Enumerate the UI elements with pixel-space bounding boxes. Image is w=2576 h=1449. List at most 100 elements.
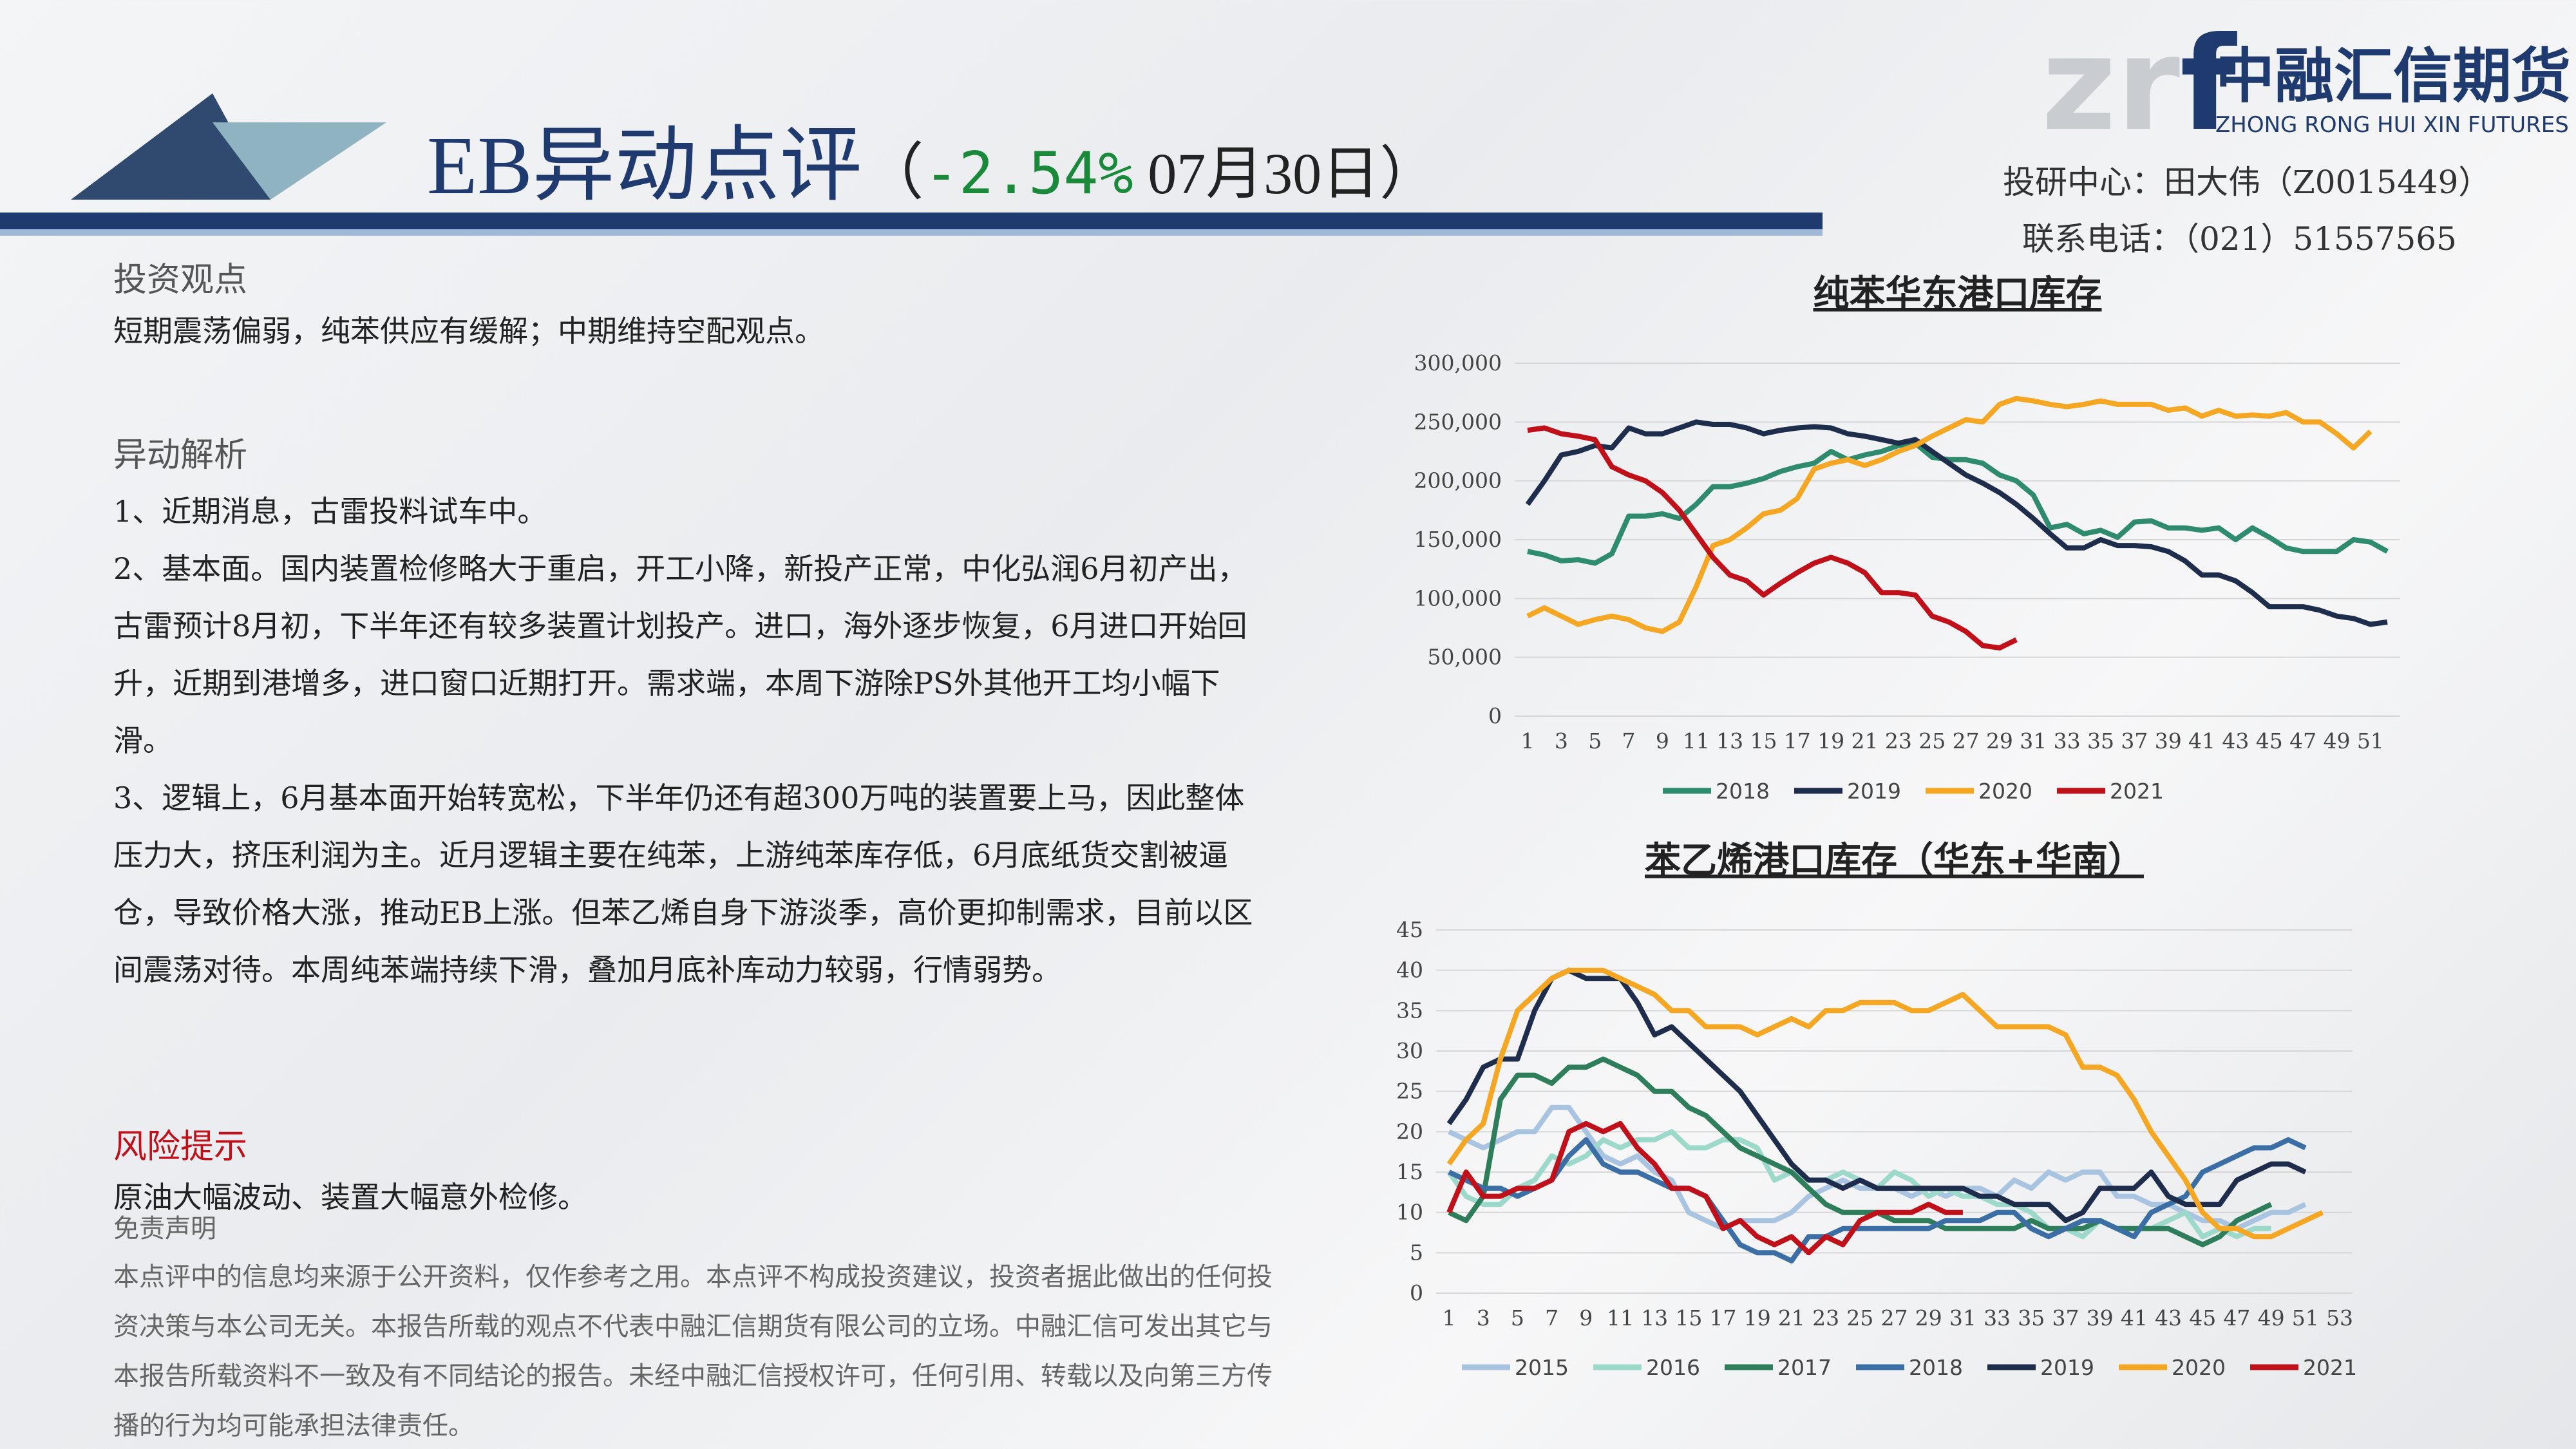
series-line <box>1446 967 2324 1240</box>
series-line <box>1526 395 2372 634</box>
title: EB异动点评（-2.54% 07月30日） <box>427 120 1437 211</box>
x-tick-label: 53 <box>2326 1305 2353 1331</box>
x-tick-label: 45 <box>2256 728 2283 753</box>
x-tick-label: 15 <box>1750 728 1777 753</box>
x-tick-label: 27 <box>1881 1305 1908 1331</box>
legend-label: 2019 <box>1847 779 1901 804</box>
legend-label: 2019 <box>2040 1355 2094 1380</box>
x-tick-label: 27 <box>1953 728 1980 753</box>
logo-en: ZHONG RONG HUI XIN FUTURES <box>2215 112 2569 138</box>
x-tick-label: 13 <box>1641 1305 1668 1331</box>
legend-label: 2016 <box>1646 1355 1700 1380</box>
view-heading: 投资观点 <box>113 261 248 299</box>
legend-label: 2018 <box>1909 1355 1963 1380</box>
x-tick-label: 43 <box>2155 1305 2182 1331</box>
x-tick-label: 9 <box>1656 728 1669 753</box>
x-tick-label: 41 <box>2188 728 2215 753</box>
x-tick-label: 21 <box>1852 728 1879 753</box>
y-tick-label: 100,000 <box>1414 585 1502 611</box>
header-band <box>0 229 1823 236</box>
x-tick-label: 17 <box>1784 728 1811 753</box>
x-tick-label: 33 <box>2054 728 2081 753</box>
legend-label: 2017 <box>1777 1355 1832 1380</box>
x-tick-label: 21 <box>1778 1305 1805 1331</box>
x-tick-label: 39 <box>2087 1305 2114 1331</box>
y-tick-label: 200,000 <box>1414 468 1502 493</box>
x-tick-label: 1 <box>1521 728 1535 753</box>
title-paren: （ <box>862 138 924 207</box>
x-tick-label: 9 <box>1579 1305 1593 1331</box>
x-tick-label: 29 <box>1915 1305 1942 1331</box>
risk-heading: 风险提示 <box>113 1128 248 1166</box>
series-line <box>1527 440 2389 566</box>
x-tick-label: 25 <box>1918 728 1946 753</box>
view-text: 短期震荡偏弱，纯苯供应有缓解；中期维持空配观点。 <box>113 314 824 348</box>
x-tick-label: 19 <box>1744 1305 1771 1331</box>
disclaimer-text: 本点评中的信息均来源于公开资料，仅作参考之用。本点评不构成投资建议，投资者据此做… <box>113 1262 1273 1441</box>
legend-label: 2021 <box>2110 779 2164 804</box>
legend-label: 2015 <box>1515 1355 1569 1380</box>
x-tick-label: 33 <box>1984 1305 2011 1331</box>
deco-triangle <box>213 122 386 200</box>
series-line <box>1446 967 2307 1224</box>
x-tick-label: 3 <box>1555 728 1568 753</box>
x-tick-label: 31 <box>2020 728 2047 753</box>
y-tick-label: 20 <box>1396 1119 1423 1144</box>
series-line <box>1448 1137 2307 1264</box>
x-tick-label: 47 <box>2289 728 2316 753</box>
x-tick-label: 17 <box>1710 1305 1737 1331</box>
legend-label: 2020 <box>2172 1355 2226 1380</box>
x-tick-label: 7 <box>1622 728 1636 753</box>
y-tick-label: 0 <box>1410 1280 1423 1305</box>
x-tick-label: 49 <box>2323 728 2350 753</box>
y-tick-label: 250,000 <box>1414 409 1502 434</box>
y-tick-label: 35 <box>1396 998 1423 1023</box>
x-tick-label: 31 <box>1949 1305 1976 1331</box>
y-tick-label: 10 <box>1396 1200 1423 1225</box>
title-text: EB异动点评 <box>427 120 862 211</box>
x-tick-label: 47 <box>2223 1305 2250 1331</box>
x-tick-label: 19 <box>1817 728 1844 753</box>
logo-cn: 中融汇信期货 <box>2215 42 2571 111</box>
y-tick-label: 50,000 <box>1428 645 1502 670</box>
y-tick-label: 45 <box>1396 917 1423 942</box>
x-tick-label: 23 <box>1812 1305 1839 1331</box>
x-tick-label: 25 <box>1846 1305 1873 1331</box>
y-tick-label: 300,000 <box>1414 350 1502 375</box>
x-tick-label: 35 <box>2018 1305 2045 1331</box>
x-tick-label: 37 <box>2121 728 2148 753</box>
analysis-para: 3、逻辑上，6月基本面开始转宽松，下半年仍还有超300万吨的装置要上马，因此整体… <box>113 781 1253 987</box>
x-tick-label: 41 <box>2121 1305 2148 1331</box>
x-tick-label: 11 <box>1683 728 1710 753</box>
x-tick-label: 35 <box>2087 728 2114 753</box>
logo-mark-a: zr <box>2041 10 2180 160</box>
x-tick-label: 5 <box>1588 728 1602 753</box>
y-tick-label: 30 <box>1396 1038 1423 1063</box>
chart-title: 苯乙烯港口库存（华东+华南） <box>1645 840 2144 882</box>
x-tick-label: 39 <box>2155 728 2182 753</box>
risk-text: 原油大幅波动、装置大幅意外检修。 <box>113 1180 587 1215</box>
title-change: -2.54% <box>924 140 1133 207</box>
x-tick-label: 51 <box>2292 1305 2319 1331</box>
phone: 联系电话：（021）51557565 <box>2022 220 2457 258</box>
y-tick-label: 5 <box>1410 1240 1423 1265</box>
x-tick-label: 49 <box>2258 1305 2285 1331</box>
x-tick-label: 3 <box>1477 1305 1490 1331</box>
legend-label: 2021 <box>2303 1355 2357 1380</box>
series-line <box>1448 1056 2273 1247</box>
x-tick-label: 1 <box>1443 1305 1456 1331</box>
chart-title: 纯苯华东港口库存 <box>1814 273 2102 315</box>
legend-label: 2020 <box>1978 779 2032 804</box>
legend-label: 2018 <box>1716 779 1770 804</box>
x-tick-label: 29 <box>1986 728 2013 753</box>
x-tick-label: 45 <box>2189 1305 2216 1331</box>
y-tick-label: 15 <box>1396 1159 1423 1184</box>
disclaimer-heading: 免责声明 <box>113 1214 216 1244</box>
series-line <box>1527 425 2018 651</box>
y-tick-label: 0 <box>1488 703 1502 728</box>
analysis: 1、近期消息，古雷投料试车中。 2、基本面。国内装置检修略大于重启，开工小降，新… <box>113 483 1266 999</box>
x-tick-label: 7 <box>1545 1305 1558 1331</box>
x-tick-label: 13 <box>1716 728 1743 753</box>
